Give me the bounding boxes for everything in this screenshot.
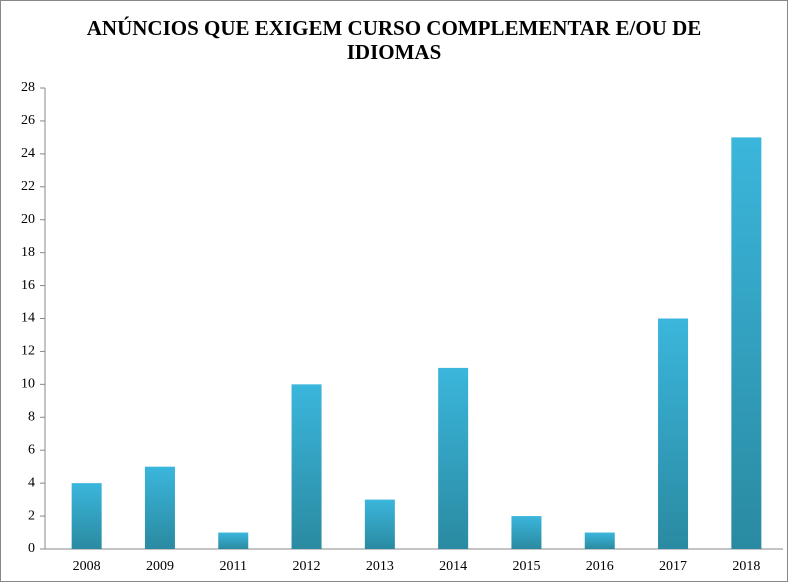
bar <box>584 532 615 549</box>
y-tick-label: 22 <box>21 179 35 194</box>
bar <box>291 384 322 549</box>
bar <box>658 318 689 549</box>
bar <box>218 532 249 549</box>
x-tick-label: 2009 <box>146 559 174 574</box>
x-tick-label: 2014 <box>439 559 467 574</box>
bar <box>144 466 175 549</box>
y-tick-label: 10 <box>21 377 35 392</box>
chart-title: ANÚNCIOS QUE EXIGEM CURSO COMPLEMENTAR E… <box>86 16 702 64</box>
y-tick-label: 14 <box>21 311 35 326</box>
x-tick-label: 2012 <box>293 559 321 574</box>
x-tick-label: 2016 <box>586 559 614 574</box>
bar <box>731 137 762 549</box>
y-tick-label: 12 <box>21 344 35 359</box>
y-tick-label: 20 <box>21 212 35 227</box>
x-tick-label: 2018 <box>732 559 760 574</box>
y-tick-label: 0 <box>28 541 35 556</box>
y-tick-label: 16 <box>21 278 35 293</box>
x-tick-label: 2017 <box>659 559 687 574</box>
x-tick-label: 2013 <box>366 559 394 574</box>
x-tick-label: 2015 <box>512 559 540 574</box>
bar <box>364 499 395 549</box>
y-tick-label: 28 <box>21 80 35 95</box>
y-tick-label: 2 <box>28 508 35 523</box>
x-tick-label: 2008 <box>73 559 101 574</box>
bar <box>71 483 102 549</box>
y-tick-label: 4 <box>28 475 35 490</box>
x-tick-label: 2011 <box>220 559 247 574</box>
y-tick-label: 6 <box>28 442 35 457</box>
y-tick-label: 26 <box>21 113 35 128</box>
bar <box>511 516 542 549</box>
y-tick-label: 24 <box>21 146 35 161</box>
y-tick-label: 18 <box>21 245 35 260</box>
y-tick-label: 8 <box>28 410 35 425</box>
bar <box>438 367 469 549</box>
